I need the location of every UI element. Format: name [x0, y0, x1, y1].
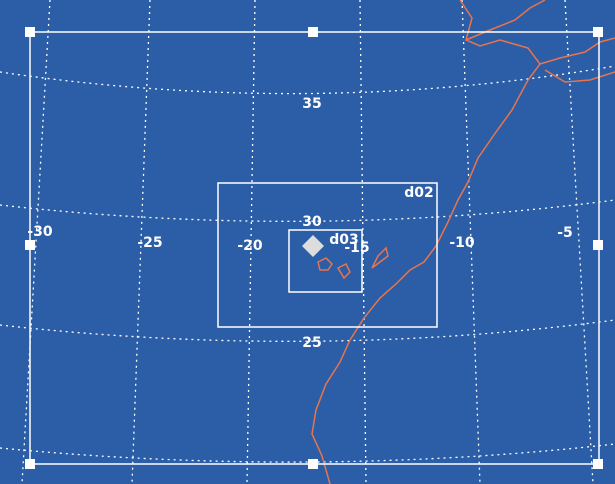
longitude-label: -5 — [557, 225, 573, 241]
coastline — [311, 0, 615, 484]
latitude-label: 30 — [302, 214, 322, 230]
island — [336, 262, 351, 280]
resize-handle[interactable] — [25, 459, 35, 469]
longitude-label: -30 — [27, 224, 53, 240]
island — [371, 246, 389, 269]
longitude-line — [246, 0, 256, 484]
resize-handle[interactable] — [593, 27, 603, 37]
resize-handle[interactable] — [25, 240, 35, 250]
longitude-line — [131, 0, 151, 484]
resize-handle[interactable] — [25, 27, 35, 37]
handles — [25, 27, 603, 469]
latitude-label: 35 — [302, 96, 321, 112]
longitude-label: -20 — [237, 238, 263, 254]
latitude-label: 25 — [302, 335, 321, 351]
longitude-label: -25 — [137, 235, 162, 251]
longitude-label: -10 — [449, 235, 475, 251]
resize-handle[interactable] — [308, 27, 318, 37]
domain-label: d02 — [404, 185, 434, 201]
domain-box — [288, 229, 363, 293]
longitude-line — [461, 0, 481, 484]
coast-line — [311, 0, 541, 484]
resize-handle[interactable] — [308, 459, 318, 469]
labels: 35 30 25 -30 -25 -20 -15 -10 -5 d02 d03 — [27, 96, 572, 351]
coast-line — [465, 0, 546, 41]
coast-line — [539, 37, 615, 83]
longitude-label: -15 — [344, 240, 369, 256]
domain-label: d03 — [329, 232, 359, 248]
resize-handle[interactable] — [593, 459, 603, 469]
resize-handle[interactable] — [593, 240, 603, 250]
center-handle[interactable] — [302, 235, 324, 257]
longitude-line — [359, 0, 367, 484]
domain-box — [217, 182, 438, 328]
island — [317, 257, 333, 271]
